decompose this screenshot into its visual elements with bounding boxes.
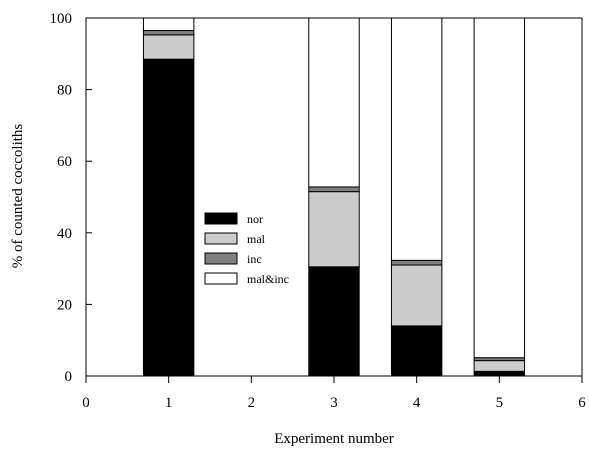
- bar-segment-nor-exp-1: [142, 58, 195, 377]
- bar-segment-mal-inc-exp-4: [390, 17, 443, 261]
- legend: nor mal inc mal&inc: [204, 212, 289, 286]
- legend-label-nor: nor: [247, 212, 263, 226]
- legend-label-inc: inc: [247, 252, 262, 266]
- bar-segment-nor-exp-5: [473, 370, 526, 377]
- x-tick-label: 3: [330, 395, 338, 411]
- x-tick-label: 6: [578, 395, 586, 411]
- x-tick-label: 0: [82, 395, 90, 411]
- legend-swatch-mal-inc: [204, 272, 238, 285]
- bar-segment-nor-exp-3: [308, 266, 360, 377]
- x-tick-label: 5: [496, 395, 504, 411]
- y-tick-label: 40: [57, 226, 72, 242]
- y-tick-label: 0: [65, 369, 73, 385]
- x-axis-title: Experiment number: [274, 431, 394, 447]
- y-tick-label: 20: [57, 297, 72, 313]
- legend-swatch-inc: [204, 252, 238, 265]
- ticks-layer: 0 20 40 60 80 100 0 1 2 3 4 5 6: [50, 11, 587, 411]
- y-tick-label: 80: [57, 83, 72, 99]
- bar-segment-mal-inc-exp-1: [142, 17, 195, 32]
- bar-segment-inc-exp-1: [142, 30, 195, 36]
- bar-segment-mal-exp-1: [142, 34, 195, 60]
- y-tick-label: 60: [57, 154, 72, 170]
- bar-segment-mal-inc-exp-5: [473, 17, 526, 359]
- y-tick-label: 100: [50, 11, 73, 27]
- bar-segment-mal-exp-3: [308, 191, 360, 268]
- bar-segment-inc-exp-4: [390, 259, 443, 266]
- legend-label-mal: mal: [247, 232, 266, 246]
- x-tick-label: 1: [165, 395, 173, 411]
- legend-label-mal-inc: mal&inc: [247, 272, 289, 286]
- bar-segment-mal-inc-exp-3: [308, 17, 360, 188]
- bars-layer: [142, 17, 526, 377]
- x-tick-label: 2: [248, 395, 256, 411]
- y-axis-title: % of counted coccoliths: [10, 124, 26, 269]
- bar-segment-nor-exp-4: [390, 325, 443, 377]
- legend-swatch-nor: [204, 212, 238, 225]
- bar-segment-mal-exp-4: [390, 264, 443, 327]
- x-tick-label: 4: [413, 395, 421, 411]
- bar-segment-mal-exp-5: [473, 360, 526, 372]
- legend-swatch-mal: [204, 232, 238, 245]
- bar-segment-inc-exp-3: [308, 186, 360, 193]
